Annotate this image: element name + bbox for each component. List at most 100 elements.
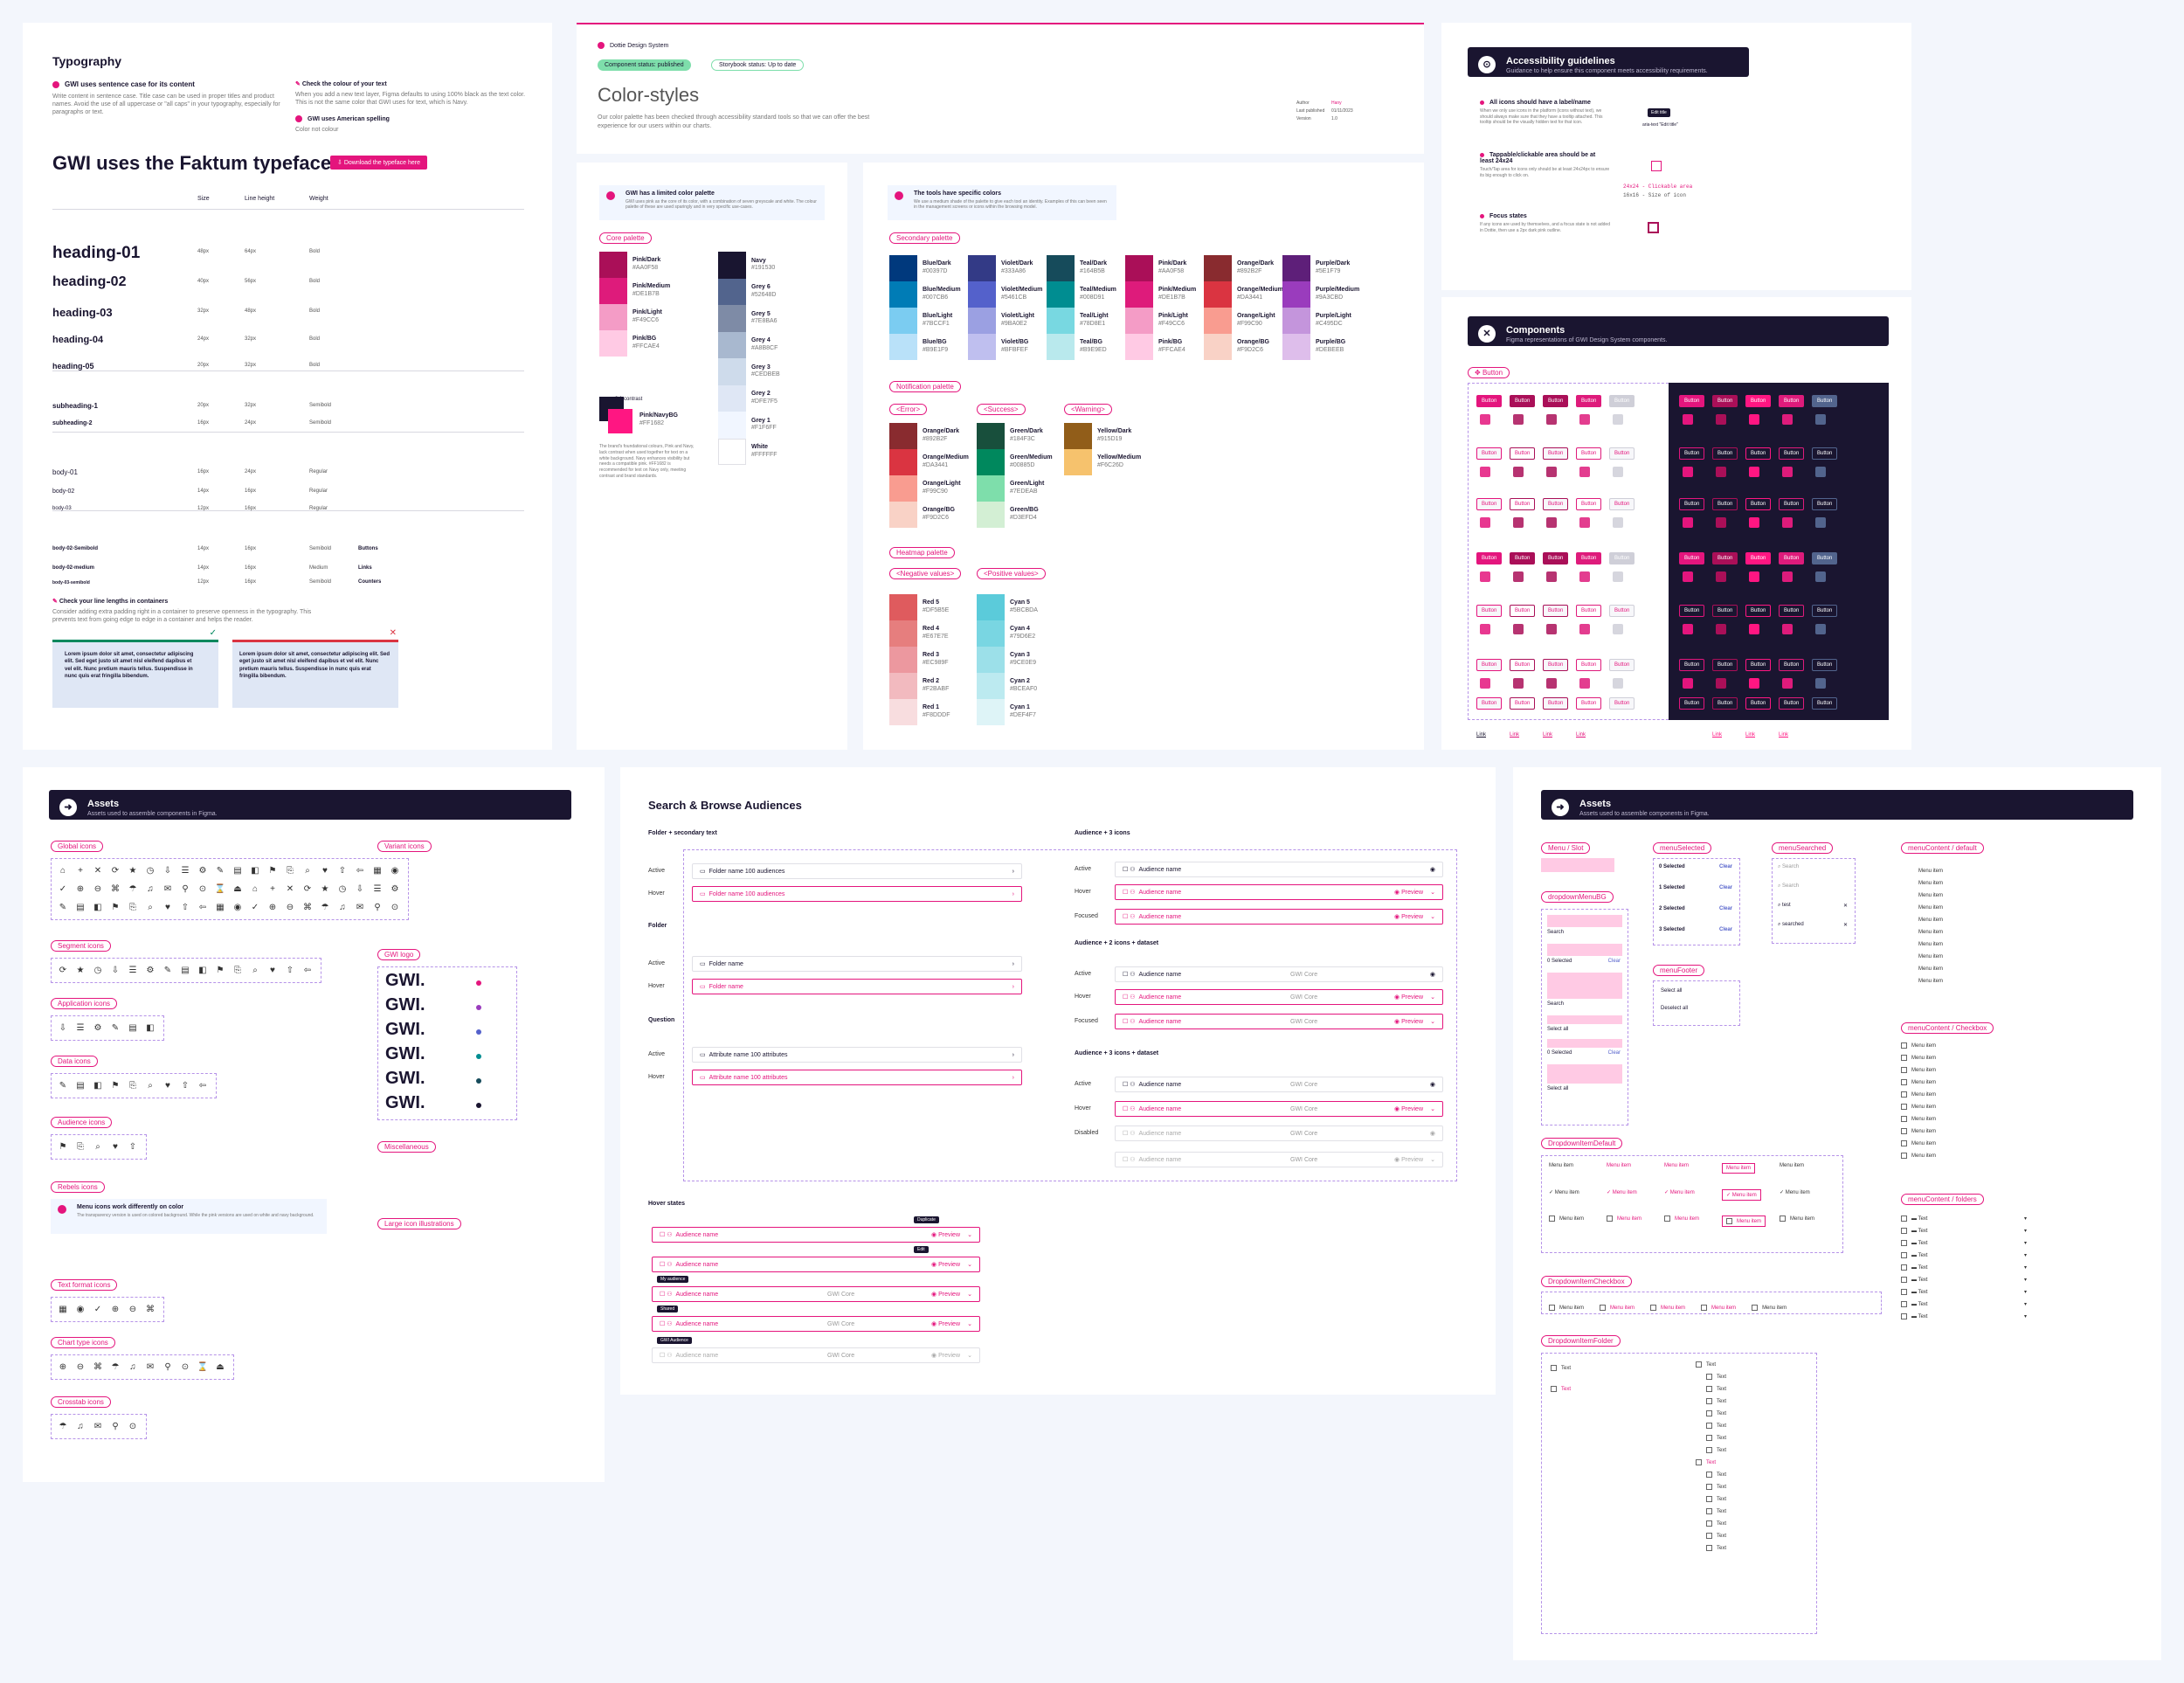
checkbox[interactable] xyxy=(1901,1066,1907,1073)
button-variant[interactable]: Button xyxy=(1609,447,1635,460)
button-variant-dark[interactable]: Button xyxy=(1679,552,1705,564)
checkbox-item[interactable]: Menu item xyxy=(1901,1089,2006,1101)
dropdown-item[interactable]: ✓ Menu item xyxy=(1722,1189,1761,1201)
button-variant-dark[interactable]: Button xyxy=(1779,447,1805,460)
download-typeface-button[interactable]: ⇩ Download the typeface here xyxy=(330,156,427,170)
checkbox[interactable] xyxy=(1901,1215,1907,1222)
folder-item[interactable]: ▬ Text ▾ xyxy=(1901,1250,2030,1262)
button-variant[interactable]: Button xyxy=(1576,395,1602,407)
icon-button-variant-dark[interactable] xyxy=(1749,624,1759,634)
button-variant-dark[interactable]: Button xyxy=(1779,552,1805,564)
icon-button-variant[interactable] xyxy=(1613,414,1623,425)
button-variant-dark[interactable]: Button xyxy=(1779,697,1805,710)
audience-row[interactable]: ☐ ⚇ Audience name ◉ Preview ⌄ xyxy=(1115,909,1443,925)
tree-item[interactable]: Text xyxy=(1696,1444,1814,1457)
menu-item[interactable]: Menu item xyxy=(1918,930,1944,935)
browse-row[interactable]: ▭ Folder name › xyxy=(692,979,1022,994)
checkbox-item[interactable]: Menu item xyxy=(1901,1125,2006,1138)
dropdown-item[interactable]: Menu item xyxy=(1549,1216,1584,1222)
link-variant-dark[interactable]: Link xyxy=(1679,732,1690,738)
icon-button-variant-dark[interactable] xyxy=(1782,624,1793,634)
clear-link[interactable]: Clear xyxy=(1718,864,1732,869)
icon-button-variant[interactable] xyxy=(1480,624,1490,634)
audience-row[interactable]: ☐ ⚇ Audience name ◉ xyxy=(1115,862,1443,877)
button-variant[interactable]: Button xyxy=(1576,498,1602,510)
audience-row[interactable]: ☐ ⚇ Audience name GWI Core ◉ Preview ⌄ xyxy=(1115,1152,1443,1167)
button-variant-dark[interactable]: Button xyxy=(1745,659,1772,671)
button-variant[interactable]: Button xyxy=(1510,697,1536,710)
icon-button-variant[interactable] xyxy=(1546,517,1557,528)
tree-item[interactable]: Text xyxy=(1696,1481,1814,1493)
icon-button-variant[interactable] xyxy=(1579,624,1590,634)
icon-button-variant-dark[interactable] xyxy=(1716,467,1726,477)
link-variant[interactable]: Link xyxy=(1576,732,1586,738)
button-variant[interactable]: Button xyxy=(1510,395,1536,407)
icon-button-variant-dark[interactable] xyxy=(1683,517,1693,528)
button-variant-dark[interactable]: Button xyxy=(1712,659,1738,671)
checkbox[interactable] xyxy=(1901,1239,1907,1246)
hover-row[interactable]: ☐ ⚇ Audience name GWI Core ◉ Preview ⌄ xyxy=(652,1347,980,1363)
tree-item[interactable]: Text xyxy=(1696,1359,1814,1371)
menu-bg-text[interactable]: Search xyxy=(1547,930,1565,935)
dropdown-item[interactable]: Menu item xyxy=(1549,1163,1573,1168)
button-variant[interactable]: Button xyxy=(1576,697,1602,710)
folder-row[interactable]: Text xyxy=(1551,1362,1673,1375)
folder-item[interactable]: ▬ Text ▾ xyxy=(1901,1213,2030,1225)
icon-button-variant[interactable] xyxy=(1613,517,1623,528)
menu-bg-text[interactable]: Search xyxy=(1547,1001,1565,1007)
folder-item[interactable]: ▬ Text ▾ xyxy=(1901,1299,2030,1311)
checkbox[interactable] xyxy=(1901,1042,1907,1049)
audience-row[interactable]: ☐ ⚇ Audience name GWI Core ◉ Preview ⌄ xyxy=(1115,1014,1443,1029)
checkbox[interactable] xyxy=(1901,1276,1907,1283)
button-variant-dark[interactable]: Button xyxy=(1679,697,1705,710)
hover-row[interactable]: ☐ ⚇ Audience name ◉ Preview ⌄ xyxy=(652,1227,980,1243)
folder-item[interactable]: ▬ Text ▾ xyxy=(1901,1274,2030,1286)
checkbox[interactable] xyxy=(1901,1264,1907,1271)
audience-row[interactable]: ☐ ⚇ Audience name GWI Core ◉ xyxy=(1115,1077,1443,1092)
dropdown-item[interactable]: Menu item xyxy=(1607,1163,1631,1168)
hover-row[interactable]: ☐ ⚇ Audience name ◉ Preview ⌄ xyxy=(652,1257,980,1272)
button-variant-dark[interactable]: Button xyxy=(1745,552,1772,564)
dropdown-checkbox-item[interactable]: Menu item xyxy=(1752,1304,1787,1311)
icon-button-variant-dark[interactable] xyxy=(1683,571,1693,582)
icon-button-variant[interactable] xyxy=(1613,678,1623,689)
button-variant-dark[interactable]: Button xyxy=(1812,447,1838,460)
button-variant[interactable]: Button xyxy=(1609,697,1635,710)
browse-row[interactable]: ▭ Folder name 100 audiences › xyxy=(692,863,1022,879)
icon-button-variant-dark[interactable] xyxy=(1815,467,1826,477)
menu-item[interactable]: Menu item xyxy=(1918,869,1944,874)
icon-button-variant[interactable] xyxy=(1546,467,1557,477)
icon-button-variant[interactable] xyxy=(1546,624,1557,634)
folder-row[interactable]: Text xyxy=(1551,1383,1673,1396)
button-variant[interactable]: Button xyxy=(1476,498,1503,510)
checkbox[interactable] xyxy=(1901,1054,1907,1061)
button-variant-dark[interactable]: Button xyxy=(1745,697,1772,710)
checkbox[interactable] xyxy=(1901,1300,1907,1307)
checkbox[interactable] xyxy=(1901,1288,1907,1295)
checkbox[interactable] xyxy=(1901,1251,1907,1258)
link-variant[interactable]: Link xyxy=(1510,732,1520,738)
folder-item[interactable]: ▬ Text ▾ xyxy=(1901,1262,2030,1274)
dropdown-item[interactable]: Menu item xyxy=(1664,1163,1689,1168)
audience-row[interactable]: ☐ ⚇ Audience name GWI Core ◉ Preview ⌄ xyxy=(1115,1101,1443,1117)
menu-item[interactable]: Menu item xyxy=(1918,966,1944,972)
button-variant[interactable]: Button xyxy=(1576,447,1602,460)
dropdown-checkbox-item[interactable]: Menu item xyxy=(1650,1304,1685,1311)
icon-button-variant[interactable] xyxy=(1480,467,1490,477)
clear-link[interactable]: Clear xyxy=(1718,906,1732,911)
icon-button-variant[interactable] xyxy=(1513,467,1524,477)
icon-button-variant-dark[interactable] xyxy=(1782,571,1793,582)
icon-button-variant[interactable] xyxy=(1513,414,1524,425)
browse-row[interactable]: ▭ Attribute name 100 attributes › xyxy=(692,1047,1022,1063)
checkbox-item[interactable]: Menu item xyxy=(1901,1064,2006,1077)
icon-button-variant-dark[interactable] xyxy=(1782,414,1793,425)
button-variant-dark[interactable]: Button xyxy=(1679,447,1705,460)
icon-button-variant[interactable] xyxy=(1480,678,1490,689)
button-variant-dark[interactable]: Button xyxy=(1712,605,1738,617)
icon-button-variant[interactable] xyxy=(1579,517,1590,528)
icon-button-variant[interactable] xyxy=(1546,571,1557,582)
button-variant[interactable]: Button xyxy=(1510,447,1536,460)
dropdown-checkbox-item[interactable]: Menu item xyxy=(1549,1304,1584,1311)
button-variant[interactable]: Button xyxy=(1543,498,1569,510)
tree-item[interactable]: Text xyxy=(1696,1530,1814,1542)
